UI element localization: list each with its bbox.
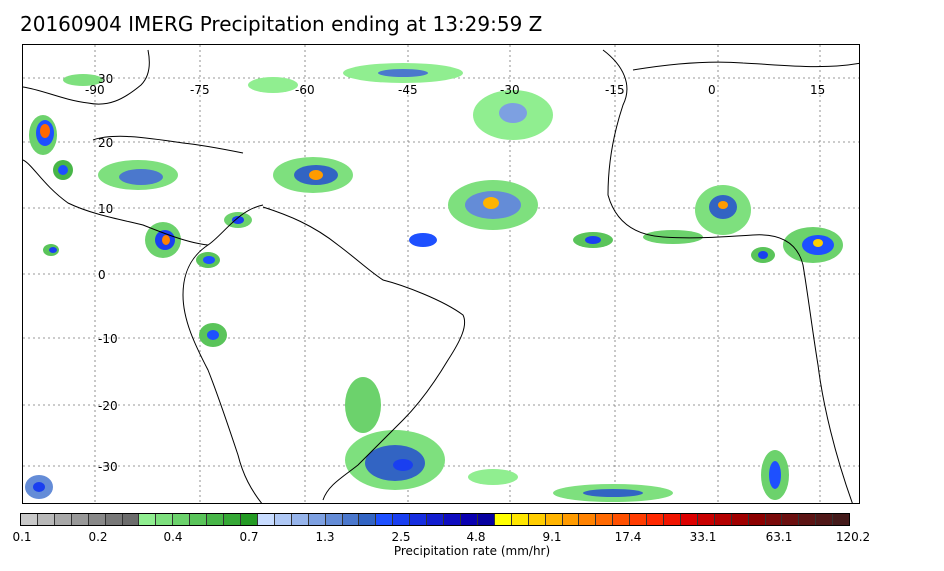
colorbar-swatch — [765, 514, 783, 525]
latitude-label: -20 — [98, 399, 118, 413]
colorbar-swatch — [359, 514, 377, 525]
latitude-label: -10 — [98, 332, 118, 346]
colorbar-swatch — [37, 514, 55, 525]
colorbar-swatch — [21, 514, 38, 525]
colorbar-label: Precipitation rate (mm/hr) — [393, 544, 551, 558]
colorbar-swatch — [71, 514, 89, 525]
colorbar-tick-label: 9.1 — [542, 530, 562, 544]
colorbar-swatch — [105, 514, 123, 525]
colorbar-tick-label: 1.3 — [315, 530, 335, 544]
longitude-label: -45 — [398, 83, 418, 97]
colorbar-swatch — [782, 514, 800, 525]
colorbar-tick-label: 0.4 — [163, 530, 183, 544]
colorbar-swatch — [444, 514, 461, 525]
longitude-label: -75 — [190, 83, 210, 97]
colorbar-swatch — [511, 514, 529, 525]
colorbar-swatch — [680, 514, 698, 525]
colorbar-swatch — [647, 514, 665, 525]
colorbar-swatch — [630, 514, 648, 525]
colorbar-swatch — [748, 514, 766, 525]
colorbar-swatch — [562, 514, 580, 525]
colorbar-swatch — [596, 514, 614, 525]
map-title: 20160904 IMERG Precipitation ending at 1… — [20, 12, 543, 36]
colorbar-swatch — [714, 514, 732, 525]
colorbar-swatch — [257, 514, 275, 525]
precipitation-field — [25, 63, 843, 502]
colorbar-swatch — [579, 514, 597, 525]
precipitation-map: -90 -75 -60 -45 -30 -15 0 15 30 20 10 0 -10 -20 -30 — [22, 44, 860, 504]
colorbar-swatch — [54, 514, 72, 525]
colorbar-swatch — [664, 514, 681, 525]
colorbar-swatch — [240, 514, 258, 525]
colorbar-tick-label: 4.8 — [466, 530, 486, 544]
map-canvas — [23, 45, 859, 503]
colorbar-swatch — [697, 514, 715, 525]
colorbar-swatch — [613, 514, 631, 525]
colorbar-swatch — [427, 514, 445, 525]
colorbar-swatch — [173, 514, 191, 525]
colorbar-swatch — [393, 514, 411, 525]
latitude-label: 0 — [98, 268, 106, 282]
longitude-label: -90 — [85, 83, 105, 97]
colorbar-swatch — [156, 514, 174, 525]
colorbar — [20, 513, 850, 526]
colorbar-swatch — [376, 514, 394, 525]
colorbar-swatch — [410, 514, 428, 525]
longitude-label: -60 — [295, 83, 315, 97]
colorbar-swatch — [122, 514, 140, 525]
colorbar-swatch — [342, 514, 360, 525]
colorbar-tick-label: 33.1 — [689, 530, 717, 544]
colorbar-swatch — [460, 514, 478, 525]
colorbar-swatch — [545, 514, 563, 525]
colorbar-swatch — [799, 514, 817, 525]
latitude-label: 30 — [98, 72, 114, 86]
colorbar-swatch — [224, 514, 241, 525]
colorbar-swatch — [308, 514, 326, 525]
latitude-label: 10 — [98, 202, 114, 216]
colorbar-swatch — [833, 514, 850, 525]
colorbar-swatch — [274, 514, 292, 525]
colorbar-swatch — [494, 514, 512, 525]
graticule — [23, 45, 859, 503]
longitude-label: 0 — [708, 83, 716, 97]
colorbar-tick-label: 17.4 — [614, 530, 642, 544]
colorbar-swatch — [139, 514, 157, 525]
colorbar-swatch — [190, 514, 208, 525]
colorbar-tick-label: 63.1 — [765, 530, 793, 544]
colorbar-swatch — [291, 514, 309, 525]
colorbar-tick-label: 0.2 — [88, 530, 108, 544]
colorbar-tick-label: 120.2 — [835, 530, 871, 544]
longitude-label: -30 — [500, 83, 520, 97]
colorbar-swatch — [528, 514, 546, 525]
colorbar-tick-label: 0.1 — [12, 530, 32, 544]
colorbar-swatch — [88, 514, 106, 525]
longitude-label: 15 — [810, 83, 826, 97]
coastlines — [23, 49, 859, 503]
longitude-label: -15 — [605, 83, 625, 97]
colorbar-swatch — [325, 514, 343, 525]
latitude-label: -30 — [98, 460, 118, 474]
colorbar-swatch — [207, 514, 225, 525]
latitude-label: 20 — [98, 136, 114, 150]
colorbar-tick-label: 0.7 — [239, 530, 259, 544]
colorbar-swatch — [816, 514, 834, 525]
colorbar-swatch — [731, 514, 749, 525]
colorbar-swatch — [477, 514, 495, 525]
colorbar-tick-label: 2.5 — [391, 530, 411, 544]
